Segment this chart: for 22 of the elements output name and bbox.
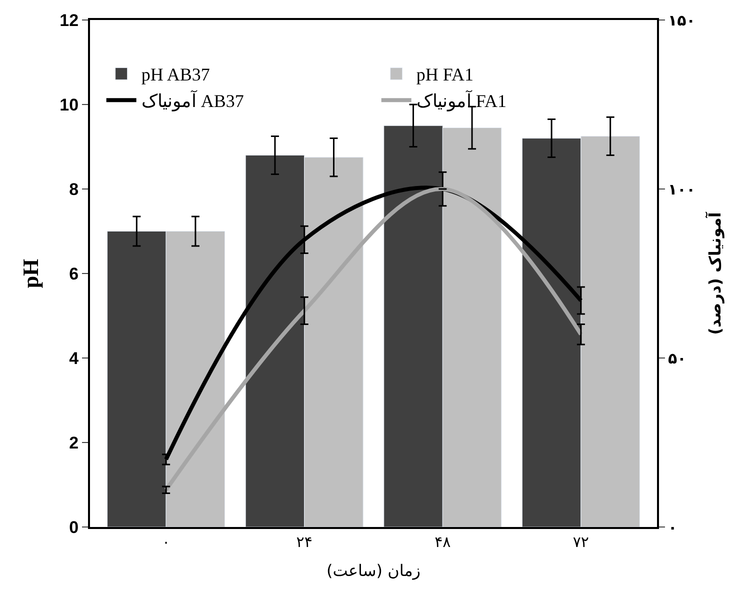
y2-tick-label: ۱۵۰ bbox=[668, 11, 696, 30]
y-tick-label: 10 bbox=[60, 95, 79, 114]
x-tick-label: ۰ bbox=[162, 533, 170, 551]
legend-label: آمونیاک FA1 bbox=[416, 90, 507, 112]
y-axis-title: pH bbox=[18, 258, 43, 288]
y-tick-label: 0 bbox=[69, 518, 79, 537]
y2-tick-label: ۱۰۰ bbox=[668, 180, 696, 198]
y2-tick-label: ۰ bbox=[668, 518, 678, 536]
x-tick-label: ۴۸ bbox=[434, 533, 451, 551]
y2-axis-title: آمونیاک (درصد) bbox=[704, 212, 725, 335]
y-tick-label: 12 bbox=[60, 10, 79, 30]
y-tick-label: 4 bbox=[69, 348, 80, 368]
x-tick-label: ۷۲ bbox=[572, 533, 590, 551]
y2-tick-label: ۵۰ bbox=[668, 349, 686, 368]
y-tick-label: 2 bbox=[69, 433, 79, 452]
legend-label: آمونیاک AB37 bbox=[141, 90, 244, 112]
x-axis-title: زمان (ساعت) bbox=[326, 561, 421, 580]
legend-label: pH AB37 bbox=[141, 64, 210, 85]
y-tick-label: 6 bbox=[69, 264, 79, 284]
x-tick-label: ۲۴ bbox=[296, 533, 312, 551]
y-tick-label: 8 bbox=[69, 180, 79, 199]
legend-label: pH FA1 bbox=[416, 64, 474, 85]
